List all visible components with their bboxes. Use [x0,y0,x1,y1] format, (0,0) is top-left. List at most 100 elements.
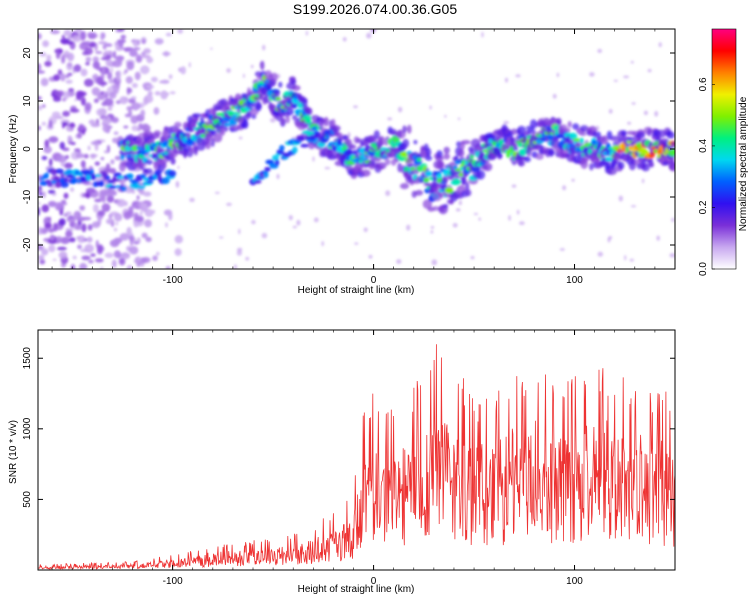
heatmap-cell [430,230,434,234]
heatmap-cell [126,61,135,71]
heatmap-cell [325,135,330,138]
heatmap-cell [81,41,90,46]
heatmap-cell [70,187,75,192]
heatmap-cell [133,259,138,263]
heatmap-cell [90,141,100,146]
heatmap-cell [425,155,433,161]
heatmap-cell [318,121,324,132]
heatmap-cell [62,97,66,102]
heatmap-cell [141,202,148,209]
snr-xtick-label: 0 [371,576,377,587]
heatmap-cell [272,154,279,161]
heatmap-cell [508,215,511,221]
heatmap-cell [567,121,572,128]
heatmap-cell [188,62,191,68]
heatmap-cell [86,174,92,181]
heatmap-cell [406,224,411,231]
heatmap-cell [144,168,153,175]
heatmap-cell [102,123,111,133]
heatmap-cell [162,51,171,56]
heatmap-cell [92,56,100,63]
heatmap-cell [193,115,199,125]
heatmap-cell [571,178,575,182]
heatmap-cell [38,189,42,194]
heatmap-cell [559,248,565,251]
heatmap-cell [105,54,112,59]
heatmap-cell [98,180,105,187]
heatmap-cell [91,221,101,228]
heatmap-cell [465,189,472,197]
heatmap-cell [330,125,341,132]
snr-xtick-label: -100 [163,576,183,587]
heatmap-cell [63,213,69,217]
spectrogram-ytick-label: 10 [22,95,33,107]
heatmap-cell [424,170,433,177]
heatmap-cell [174,121,182,128]
heatmap-cell [296,219,301,226]
heatmap-cell [136,127,141,132]
heatmap-cell [170,157,176,165]
heatmap-cell [81,255,91,261]
snr-panel: -100 0 100 500 1000 1500 Height of straight l… [8,329,676,595]
heatmap-cell [115,221,119,226]
colorbar-tick-label: 0.6 [698,77,709,91]
heatmap-cell [127,173,134,180]
heatmap-cell [337,139,342,146]
spectrogram-xlabel: Height of straight line (km) [298,285,415,296]
heatmap-cell [366,32,372,39]
heatmap-cell [143,191,152,197]
heatmap-cell [192,113,202,118]
heatmap-cell [496,152,503,159]
heatmap-cell [107,72,113,80]
heatmap-cell [65,79,73,84]
heatmap-cell [105,43,113,47]
heatmap-cell [442,174,449,184]
heatmap-cell [669,253,675,258]
heatmap-cell [57,155,67,163]
heatmap-cell [97,210,106,217]
heatmap-cell [409,178,415,186]
heatmap-cell [274,159,280,166]
heatmap-cell [226,202,232,206]
heatmap-cell [388,152,395,158]
heatmap-cell [40,77,49,87]
heatmap-cell [250,64,254,69]
heatmap-cell [144,219,152,228]
heatmap-cell [160,79,170,84]
heatmap-cell [113,250,121,259]
heatmap-cell [41,155,48,161]
heatmap-cell [96,108,106,117]
heatmap-cell [169,91,176,95]
heatmap-cell [228,111,234,117]
heatmap-cell [47,237,58,245]
heatmap-cell [387,117,393,121]
heatmap-cell [84,78,94,87]
heatmap-cell [66,216,77,223]
spectrogram-heatmap [38,29,675,269]
heatmap-cell [117,176,125,180]
snr-xlabel: Height of straight line (km) [298,584,415,595]
heatmap-cell [356,137,362,144]
heatmap-cell [641,163,650,172]
heatmap-cell [301,99,308,108]
heatmap-cell [402,138,410,148]
heatmap-cell [654,110,659,117]
heatmap-cell [414,189,424,196]
heatmap-cell [511,184,517,188]
heatmap-cell [160,90,168,100]
snr-ytick-label: 1000 [22,417,33,440]
heatmap-cell [629,258,634,262]
heatmap-cell [430,226,435,229]
heatmap-cell [606,167,617,176]
heatmap-cell [108,185,117,190]
heatmap-cell [112,137,119,144]
heatmap-cell [108,168,117,174]
heatmap-cell [177,29,183,34]
heatmap-cell [110,159,115,165]
heatmap-cell [504,77,509,83]
heatmap-cell [136,195,140,200]
heatmap-cell [60,162,65,167]
heatmap-cell [189,197,195,203]
heatmap-cell [656,235,660,241]
heatmap-cell [116,199,127,207]
